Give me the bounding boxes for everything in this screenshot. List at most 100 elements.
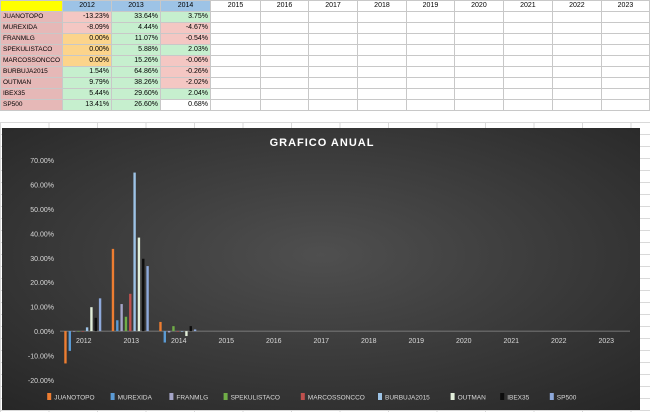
empty-cell[interactable] <box>405 55 455 67</box>
empty-cell[interactable] <box>502 11 553 23</box>
row-name-cell[interactable]: MUREXIDA <box>0 22 64 34</box>
bar-ibex35-2014[interactable] <box>189 326 192 332</box>
legend-item[interactable]: BURBUJA2015 <box>385 395 430 402</box>
row-name-cell[interactable]: IBEX35 <box>0 88 64 100</box>
value-cell[interactable]: 0.68% <box>160 99 212 111</box>
bar-murexida-2014[interactable] <box>163 331 166 343</box>
year-header-2014[interactable]: 2014 <box>160 0 212 12</box>
value-cell[interactable]: -13.23% <box>62 11 113 23</box>
empty-cell[interactable] <box>453 88 504 100</box>
empty-cell[interactable] <box>210 11 261 23</box>
empty-cell[interactable] <box>502 55 553 67</box>
empty-cell[interactable] <box>210 66 261 78</box>
row-name-cell[interactable]: BURBUJA2015 <box>0 66 64 78</box>
value-cell[interactable]: -0.26% <box>160 66 212 78</box>
empty-cell[interactable] <box>600 77 650 89</box>
empty-cell[interactable] <box>356 66 407 78</box>
legend-item[interactable]: OUTMAN <box>458 395 486 402</box>
legend-item[interactable]: FRANMLG <box>176 395 208 402</box>
value-cell[interactable]: 3.75% <box>160 11 212 23</box>
bar-juanotopo-2014[interactable] <box>159 321 162 332</box>
bar-murexida-2012[interactable] <box>68 331 71 351</box>
empty-cell[interactable] <box>260 44 309 56</box>
empty-cell[interactable] <box>405 77 455 89</box>
value-cell[interactable]: 38.26% <box>111 77 162 89</box>
value-cell[interactable]: 33.64% <box>111 11 162 23</box>
value-cell[interactable]: 26.60% <box>111 99 162 111</box>
empty-cell[interactable] <box>405 99 455 111</box>
empty-cell[interactable] <box>453 33 504 45</box>
empty-cell[interactable] <box>551 33 602 45</box>
empty-cell[interactable] <box>453 66 504 78</box>
empty-cell[interactable] <box>307 33 358 45</box>
empty-cell[interactable] <box>600 33 650 45</box>
bar-juanotopo-2013[interactable] <box>111 248 115 332</box>
bar-marcossoncco-2012[interactable] <box>81 331 84 332</box>
bar-spekulistaco-2012[interactable] <box>77 331 80 332</box>
empty-cell[interactable] <box>502 22 553 34</box>
value-cell[interactable]: -0.06% <box>160 55 212 67</box>
bar-outman-2014[interactable] <box>185 331 188 337</box>
year-header-2022[interactable]: 2022 <box>551 0 602 12</box>
value-cell[interactable]: 4.44% <box>111 22 162 34</box>
empty-cell[interactable] <box>405 33 455 45</box>
empty-cell[interactable] <box>260 55 309 67</box>
bar-juanotopo-2012[interactable] <box>64 331 67 364</box>
value-cell[interactable]: 64.86% <box>111 66 162 78</box>
value-cell[interactable]: 5.88% <box>111 44 162 56</box>
empty-cell[interactable] <box>210 77 261 89</box>
value-cell[interactable]: 29.60% <box>111 88 162 100</box>
empty-cell[interactable] <box>307 77 358 89</box>
row-name-cell[interactable]: JUANOTOPO <box>0 11 64 23</box>
empty-cell[interactable] <box>502 44 553 56</box>
bar-sp500-2013[interactable] <box>146 266 149 332</box>
empty-cell[interactable] <box>502 77 553 89</box>
empty-cell[interactable] <box>600 55 650 67</box>
empty-cell[interactable] <box>356 99 407 111</box>
empty-cell[interactable] <box>210 33 261 45</box>
legend-item[interactable]: MUREXIDA <box>118 395 153 402</box>
value-cell[interactable]: -2.02% <box>160 77 212 89</box>
value-cell[interactable]: 5.44% <box>62 88 113 100</box>
empty-cell[interactable] <box>453 22 504 34</box>
value-cell[interactable]: 13.41% <box>62 99 113 111</box>
empty-cell[interactable] <box>551 77 602 89</box>
bar-outman-2012[interactable] <box>90 307 93 332</box>
bar-ibex35-2013[interactable] <box>142 258 145 332</box>
bar-ibex35-2012[interactable] <box>94 317 97 332</box>
empty-cell[interactable] <box>502 99 553 111</box>
empty-cell[interactable] <box>600 22 650 34</box>
empty-cell[interactable] <box>260 22 309 34</box>
empty-cell[interactable] <box>356 88 407 100</box>
value-cell[interactable]: 0.00% <box>62 55 113 67</box>
value-cell[interactable]: 2.03% <box>160 44 212 56</box>
empty-cell[interactable] <box>260 77 309 89</box>
value-cell[interactable]: 0.00% <box>62 44 113 56</box>
empty-cell[interactable] <box>260 66 309 78</box>
value-cell[interactable]: 0.00% <box>62 33 113 45</box>
empty-cell[interactable] <box>502 33 553 45</box>
bar-franmlg-2014[interactable] <box>167 331 171 333</box>
empty-cell[interactable] <box>210 22 261 34</box>
empty-cell[interactable] <box>356 44 407 56</box>
empty-cell[interactable] <box>307 66 358 78</box>
bar-spekulistaco-2013[interactable] <box>124 316 128 332</box>
year-header-2016[interactable]: 2016 <box>260 0 309 12</box>
empty-cell[interactable] <box>356 33 407 45</box>
value-cell[interactable]: 15.26% <box>111 55 162 67</box>
empty-cell[interactable] <box>210 88 261 100</box>
value-cell[interactable]: -8.09% <box>62 22 113 34</box>
empty-cell[interactable] <box>502 66 553 78</box>
empty-cell[interactable] <box>405 88 455 100</box>
empty-cell[interactable] <box>260 33 309 45</box>
year-header-2018[interactable]: 2018 <box>356 0 407 12</box>
row-name-cell[interactable]: FRANMLG <box>0 33 64 45</box>
empty-cell[interactable] <box>307 11 358 23</box>
legend-item[interactable]: SPEKULISTACO <box>231 395 280 402</box>
empty-cell[interactable] <box>502 88 553 100</box>
empty-cell[interactable] <box>260 99 309 111</box>
empty-cell[interactable] <box>600 99 650 111</box>
empty-cell[interactable] <box>210 99 261 111</box>
bar-franmlg-2013[interactable] <box>120 304 123 332</box>
empty-cell[interactable] <box>210 55 261 67</box>
